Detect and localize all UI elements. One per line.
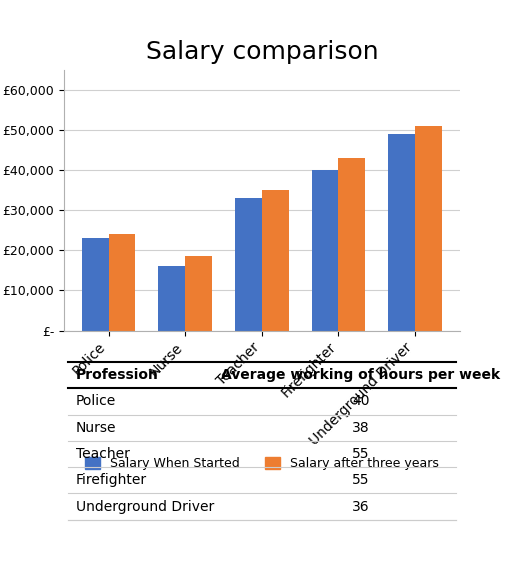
Text: Nurse: Nurse	[76, 420, 117, 434]
Text: Profession: Profession	[76, 368, 158, 382]
Text: Teacher: Teacher	[76, 447, 130, 461]
Bar	[158, 266, 185, 331]
Bar	[312, 171, 338, 331]
Text: 55: 55	[352, 473, 369, 487]
Bar	[388, 134, 415, 331]
Title: Salary comparison: Salary comparison	[146, 40, 378, 64]
Bar	[185, 256, 212, 331]
Text: 40: 40	[352, 394, 369, 408]
Text: Underground Driver: Underground Driver	[76, 499, 214, 513]
Text: 55: 55	[352, 447, 369, 461]
Text: 38: 38	[352, 420, 369, 434]
Legend: Salary When Started, Salary after three years: Salary When Started, Salary after three …	[80, 453, 444, 475]
Bar	[235, 199, 262, 331]
Bar	[262, 190, 289, 331]
Bar	[82, 238, 109, 331]
Text: 36: 36	[352, 499, 369, 513]
Bar	[415, 126, 442, 331]
Text: Police: Police	[76, 394, 116, 408]
Bar	[338, 158, 365, 331]
Text: Firefighter: Firefighter	[76, 473, 147, 487]
Bar	[109, 234, 135, 331]
Text: Average working of hours per week: Average working of hours per week	[221, 368, 500, 382]
